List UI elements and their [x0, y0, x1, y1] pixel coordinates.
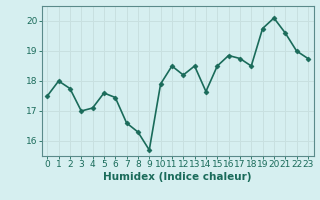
X-axis label: Humidex (Indice chaleur): Humidex (Indice chaleur): [103, 172, 252, 182]
